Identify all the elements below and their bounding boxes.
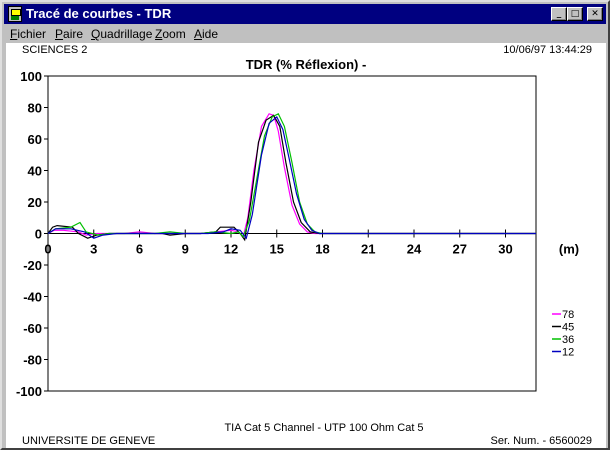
y-tick-label: -20 bbox=[23, 258, 42, 273]
minimize-icon: _ bbox=[556, 9, 562, 19]
x-tick-label: 12 bbox=[224, 242, 238, 257]
x-tick-label: 24 bbox=[407, 242, 422, 257]
menu-paire[interactable]: Paire bbox=[55, 27, 83, 41]
minimize-button[interactable]: _ bbox=[551, 7, 567, 21]
legend-label-78: 78 bbox=[562, 309, 574, 321]
datetime-label: 10/06/97 13:44:29 bbox=[503, 44, 592, 56]
maximize-icon: □ bbox=[570, 9, 580, 19]
menu-zoom[interactable]: Zoom bbox=[155, 27, 186, 41]
x-tick-label: 6 bbox=[136, 242, 143, 257]
y-tick-label: 0 bbox=[35, 227, 42, 242]
y-tick-label: 20 bbox=[28, 195, 42, 210]
close-button[interactable]: ✕ bbox=[587, 7, 603, 21]
y-tick-label: -40 bbox=[23, 290, 42, 305]
tdr-app-icon[interactable] bbox=[8, 6, 22, 22]
legend-label-36: 36 bbox=[562, 334, 574, 346]
menu-aide-mnemonic: A bbox=[194, 27, 203, 41]
x-tick-label: 27 bbox=[453, 242, 467, 257]
close-icon: ✕ bbox=[591, 9, 599, 19]
legend-label-12: 12 bbox=[562, 347, 574, 359]
menu-fichier[interactable]: Fichier bbox=[10, 27, 46, 41]
x-tick-label: 9 bbox=[182, 242, 189, 257]
x-axis-label: (m) bbox=[559, 242, 579, 257]
menu-aide[interactable]: Aide bbox=[194, 27, 218, 41]
menu-paire-label: aire bbox=[63, 27, 84, 41]
menu-fichier-label: ichier bbox=[17, 27, 47, 41]
menu-quadrillage[interactable]: Quadrillage bbox=[91, 27, 152, 41]
menu-zoom-label: oom bbox=[162, 27, 186, 41]
series-line-36 bbox=[47, 112, 536, 238]
y-tick-label: -80 bbox=[23, 353, 42, 368]
series-line-12 bbox=[47, 115, 536, 240]
maximize-button[interactable]: □ bbox=[567, 7, 583, 21]
site-label: SCIENCES 2 bbox=[22, 44, 88, 56]
x-tick-label: 15 bbox=[270, 242, 284, 257]
series-line-45 bbox=[47, 114, 536, 242]
x-tick-label: 30 bbox=[498, 242, 512, 257]
menu-fichier-mnemonic: F bbox=[10, 27, 18, 41]
title-bar[interactable]: Tracé de courbes - TDR _ □ ✕ bbox=[4, 4, 606, 24]
menu-aide-label: ide bbox=[202, 27, 219, 41]
x-tick-label: 18 bbox=[315, 242, 329, 257]
x-tick-label: 21 bbox=[361, 242, 375, 257]
menu-quadrillage-mnemonic: Q bbox=[91, 27, 101, 41]
serial-number: Ser. Num. - 6560029 bbox=[490, 435, 592, 447]
y-tick-label: 100 bbox=[20, 69, 42, 84]
y-tick-label: -100 bbox=[16, 384, 42, 399]
y-tick-label: -60 bbox=[23, 321, 42, 336]
window-title: Tracé de courbes - TDR bbox=[26, 6, 172, 21]
y-tick-label: 80 bbox=[28, 101, 42, 116]
menu-zoom-mnemonic: Z bbox=[155, 27, 163, 41]
chart-title: TDR (% Réflexion) - bbox=[245, 57, 367, 72]
organization-label: UNIVERSITE DE GENEVE bbox=[22, 435, 156, 447]
legend-label-45: 45 bbox=[562, 322, 574, 334]
menu-quadrillage-label: uadrillage bbox=[100, 27, 153, 41]
plot-area: SCIENCES 2 10/06/97 13:44:29 TDR (% Réfl… bbox=[6, 43, 606, 448]
y-tick-label: 40 bbox=[28, 164, 42, 179]
menu-paire-mnemonic: P bbox=[55, 27, 64, 41]
x-tick-label: 3 bbox=[90, 242, 97, 257]
menu-bar: Fichier Paire Quadrillage Zoom Aide bbox=[4, 24, 606, 43]
cable-description: TIA Cat 5 Channel - UTP 100 Ohm Cat 5 bbox=[224, 422, 424, 434]
x-tick-label: 0 bbox=[44, 242, 51, 257]
y-tick-label: 60 bbox=[28, 132, 42, 147]
